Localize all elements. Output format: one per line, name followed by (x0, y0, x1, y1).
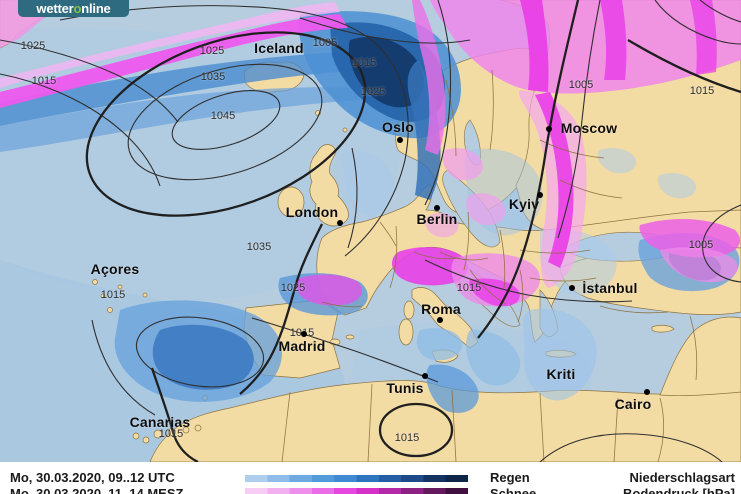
isobar-label: 1025 (199, 45, 225, 57)
footer-bar: Mo, 30.03.2020, 09..12 UTC Mo, 30.03.202… (0, 462, 741, 494)
timestamp-line2: Mo, 30.03.2020, 11..14 MESZ (10, 486, 184, 494)
city-dot (644, 389, 650, 395)
city-dot (301, 331, 307, 337)
isobar-label: 1015 (456, 282, 482, 294)
city-dot (546, 126, 552, 132)
city-label: Kyiv (508, 196, 540, 212)
isobar-label: 1005 (312, 37, 338, 49)
city-dot (437, 317, 443, 323)
logo-text-2: nline (81, 1, 111, 16)
timestamp: Mo, 30.03.2020, 09..12 UTC (10, 470, 175, 485)
rain-legend-bar (245, 475, 468, 482)
country-borders (281, 69, 698, 462)
city-label: Moscow (560, 120, 618, 136)
city-label: London (285, 204, 339, 220)
city-label: Madrid (278, 338, 326, 354)
isobar-label: 1025 (280, 282, 306, 294)
map-graphic (0, 0, 741, 462)
isobars-bold (85, 0, 741, 462)
city-label: Canarias (129, 414, 191, 430)
snow-legend-bar (245, 488, 468, 494)
city-dot (537, 192, 543, 198)
city-label: Berlin (416, 211, 458, 227)
logo-green-o: o (73, 1, 82, 16)
isobar-label: 1035 (246, 241, 272, 253)
isobar-label: 1025 (360, 86, 386, 98)
city-label: Kriti (546, 366, 576, 382)
city-dot (397, 137, 403, 143)
isobar-label: 1015 (31, 75, 57, 87)
wetteronline-logo[interactable]: wetter o nline (18, 0, 129, 17)
isobar-label: 1035 (200, 71, 226, 83)
snow-legend-label: Schnee (490, 486, 537, 494)
city-label: Cairo (614, 396, 652, 412)
city-dot (434, 205, 440, 211)
map-labels-layer: 1025 1015 1025 1035 1045 1005 1015 1025 1005 1015… (20, 37, 715, 444)
city-dot (569, 285, 575, 291)
isobar-label: 1045 (210, 110, 236, 122)
isobar-label: 1025 (20, 40, 46, 52)
rain-legend-label: Regen (490, 470, 530, 485)
isobar-label: 1015 (158, 428, 184, 440)
city-dot (337, 220, 343, 226)
city-label: Roma (421, 301, 461, 317)
isobar-label: 1005 (688, 239, 714, 251)
pressure-label: Bodendruck [hPa] (623, 486, 735, 494)
city-dot (422, 373, 428, 379)
isobar-label: 1015 (689, 85, 715, 97)
city-label: Oslo (382, 119, 414, 135)
city-label: İstanbul (582, 280, 638, 296)
isobar-label: 1015 (100, 289, 126, 301)
isobar-label: 1015 (351, 57, 377, 69)
city-label: Açores (90, 261, 140, 277)
city-label: Iceland (254, 40, 304, 56)
logo-text-1: wetter (36, 1, 74, 16)
city-label: Tunis (386, 380, 424, 396)
map-area: 1025 1015 1025 1035 1045 1005 1015 1025 1005 1015… (0, 0, 741, 462)
isobars (0, 0, 741, 462)
isobar-label: 1005 (568, 79, 594, 91)
precip-type-label: Niederschlagsart (629, 470, 736, 485)
isobar-label: 1015 (394, 432, 420, 444)
